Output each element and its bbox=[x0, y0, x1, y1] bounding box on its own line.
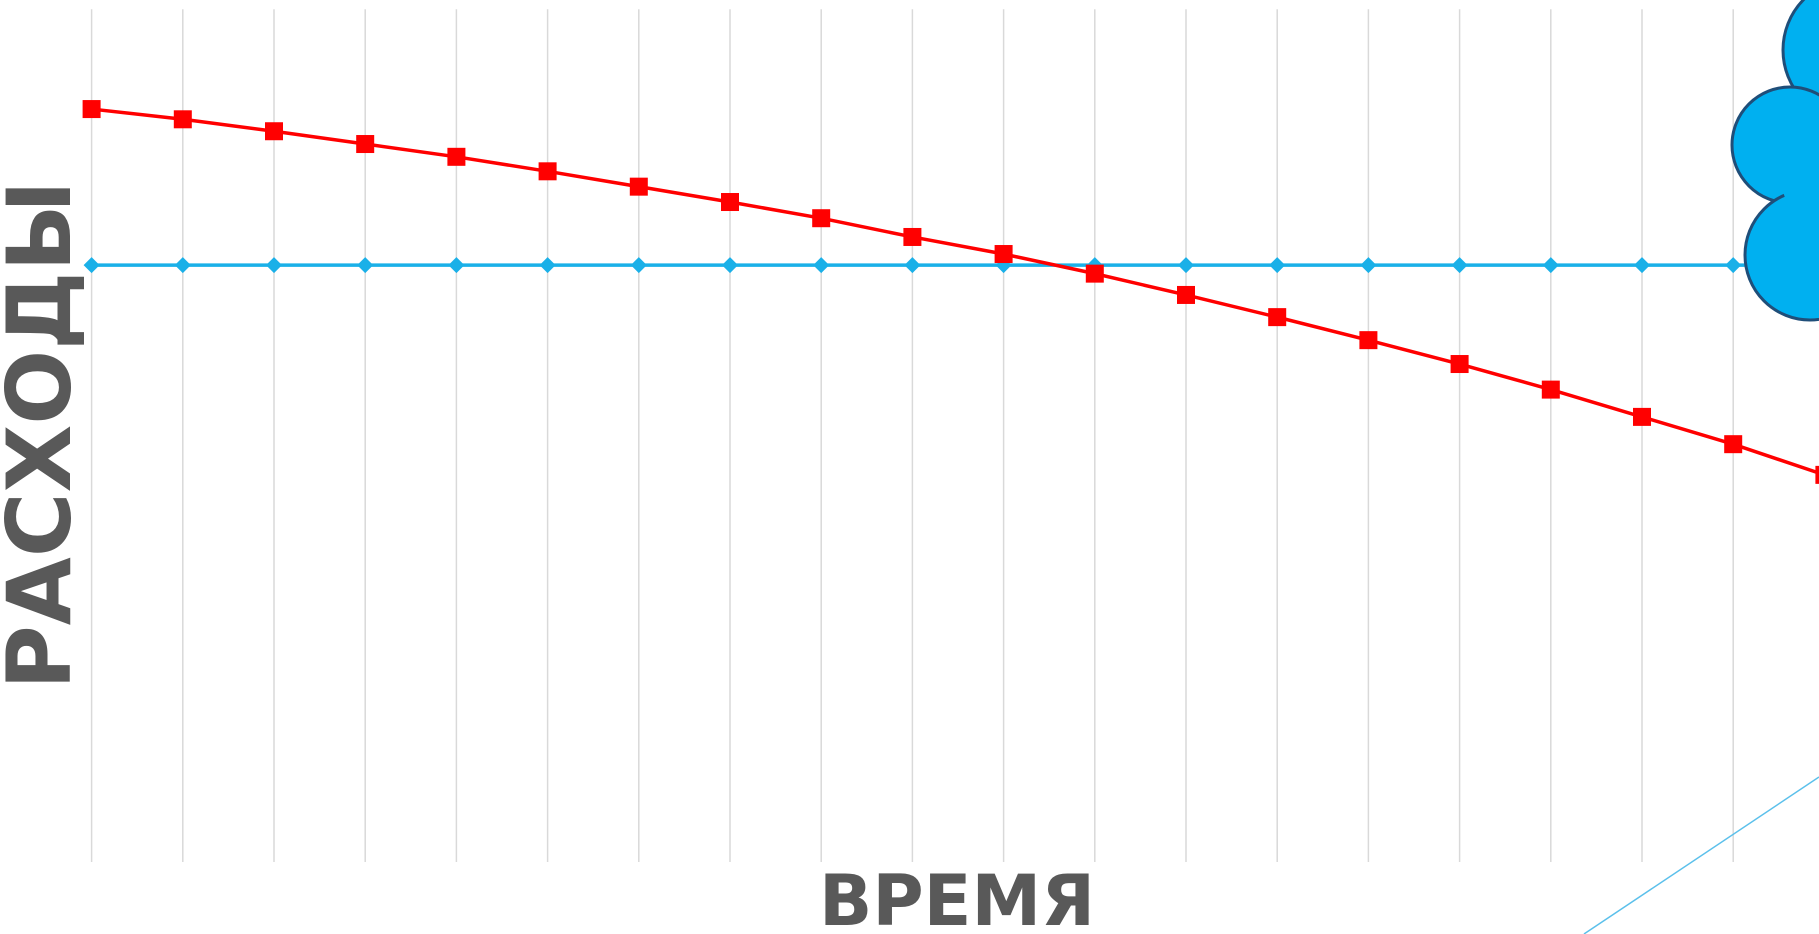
marker bbox=[265, 122, 283, 140]
chart: РАСХОДЫ ВРЕМЯ bbox=[0, 0, 1819, 934]
marker bbox=[813, 257, 829, 273]
marker bbox=[1086, 265, 1104, 283]
series bbox=[83, 100, 1819, 484]
marker bbox=[1542, 381, 1560, 399]
marker bbox=[356, 135, 374, 153]
marker bbox=[903, 228, 921, 246]
cloud bbox=[1732, 0, 1819, 320]
marker bbox=[1724, 435, 1742, 453]
marker bbox=[357, 257, 373, 273]
marker bbox=[447, 148, 465, 166]
marker bbox=[631, 257, 647, 273]
series-line bbox=[92, 109, 1819, 475]
y-axis-title: РАСХОДЫ bbox=[0, 180, 91, 689]
marker bbox=[995, 245, 1013, 263]
marker bbox=[1452, 257, 1468, 273]
marker bbox=[1815, 466, 1819, 484]
marker bbox=[1269, 257, 1285, 273]
x-axis-title: ВРЕМЯ bbox=[819, 860, 1095, 934]
marker bbox=[1177, 286, 1195, 304]
marker bbox=[1725, 257, 1741, 273]
marker bbox=[174, 110, 192, 128]
marker bbox=[83, 100, 101, 118]
grid bbox=[92, 9, 1819, 862]
marker bbox=[540, 257, 556, 273]
marker bbox=[630, 178, 648, 196]
marker bbox=[721, 193, 739, 211]
decor-line bbox=[1584, 777, 1819, 934]
marker bbox=[1634, 257, 1650, 273]
marker bbox=[1633, 408, 1651, 426]
marker bbox=[266, 257, 282, 273]
marker bbox=[904, 257, 920, 273]
marker bbox=[1268, 308, 1286, 326]
marker bbox=[1360, 257, 1376, 273]
marker bbox=[448, 257, 464, 273]
marker bbox=[722, 257, 738, 273]
marker bbox=[812, 209, 830, 227]
marker bbox=[1543, 257, 1559, 273]
marker bbox=[1451, 355, 1469, 373]
marker bbox=[175, 257, 191, 273]
marker bbox=[1178, 257, 1194, 273]
marker bbox=[1359, 331, 1377, 349]
marker bbox=[539, 162, 557, 180]
